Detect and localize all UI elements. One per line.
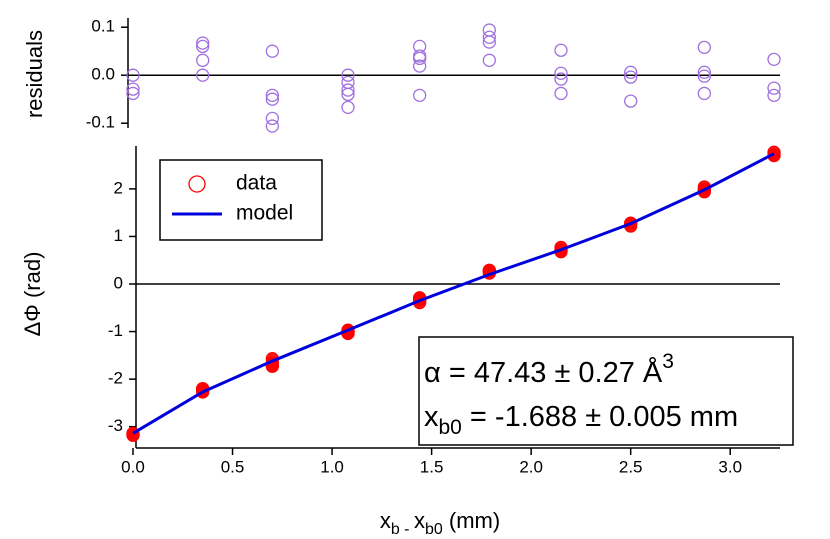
- data-point: [482, 30, 496, 44]
- annotation-part: x: [424, 401, 439, 433]
- legend-label: data: [236, 172, 277, 195]
- data-point: [413, 88, 427, 103]
- legend-box: [159, 159, 323, 241]
- x-axis-label-part: x: [414, 508, 425, 533]
- data-point: [341, 83, 355, 97]
- annotation: α = 47.43 ± 0.27 Å3: [424, 350, 674, 389]
- data-point: [482, 35, 496, 49]
- data-point: [554, 43, 568, 57]
- y-tick-label: 2: [114, 178, 123, 197]
- y-tick-label: 1: [114, 226, 123, 245]
- data-point: [341, 100, 355, 115]
- data-point: [624, 70, 638, 84]
- legend-label: model: [236, 202, 293, 225]
- data-point: [126, 82, 140, 96]
- x-axis-label-part: (mm): [443, 508, 500, 533]
- annotation-part: α = 47.43 ± 0.27 Å: [424, 356, 663, 389]
- annotation-part: = -1.688 ± 0.005 mm: [462, 401, 738, 433]
- data-point: [196, 68, 210, 82]
- y-axis-label: ΔΦ (rad): [20, 252, 45, 337]
- data-point: [767, 88, 781, 103]
- data-point: [196, 36, 210, 50]
- y-tick-label: -2: [108, 369, 123, 388]
- data-point: [482, 23, 496, 37]
- data-point: [413, 59, 427, 73]
- legend-symbol: [188, 175, 206, 193]
- data-point: [126, 68, 140, 82]
- y-tick-label: -1: [108, 321, 123, 340]
- data-point: [697, 40, 711, 55]
- y-tick-label: 0: [114, 273, 123, 292]
- data-point: [265, 92, 280, 106]
- y-tick-label: -3: [108, 416, 123, 435]
- x-tick-label: 2.0: [519, 457, 543, 476]
- data-point: [265, 119, 280, 133]
- data-point: [413, 51, 427, 66]
- data-point: [482, 53, 496, 67]
- data-point: [265, 88, 280, 103]
- data-point: [341, 68, 355, 82]
- x-tick-label: 1.0: [320, 457, 344, 476]
- y-axis-label: residuals: [22, 30, 47, 118]
- x-axis-label-part: x: [380, 508, 391, 533]
- annotation-part: b0: [439, 416, 462, 439]
- annotation: xb0 = -1.688 ± 0.005 mm: [424, 401, 738, 439]
- data-point: [126, 86, 140, 101]
- model-line: [132, 152, 775, 435]
- annotation-box: [418, 336, 794, 446]
- x-tick-label: 3.0: [718, 457, 742, 476]
- data-point: [697, 86, 711, 101]
- x-tick-label: 1.5: [420, 457, 444, 476]
- x-axis-label-part: b -: [391, 521, 414, 538]
- data-point: [196, 39, 210, 54]
- annotation-part: 3: [662, 350, 674, 373]
- x-axis-label-part: b0: [425, 521, 443, 538]
- y-tick-label: 0.0: [91, 65, 115, 84]
- data-point: [554, 86, 568, 101]
- y-tick-label: -0.1: [86, 113, 115, 132]
- x-axis-label: xb - xb0 (mm): [380, 508, 500, 538]
- data-point: [697, 69, 711, 83]
- data-point: [767, 81, 781, 95]
- data-point: [341, 87, 355, 102]
- data-point: [554, 72, 568, 86]
- data-point: [265, 111, 280, 126]
- data-point: [624, 65, 638, 79]
- x-tick-label: 0.0: [121, 457, 145, 476]
- x-tick-label: 2.5: [619, 457, 643, 476]
- data-point: [697, 65, 711, 79]
- data-point: [767, 52, 781, 67]
- data-point: [196, 53, 210, 67]
- data-point: [624, 94, 638, 108]
- data-point: [265, 44, 280, 58]
- y-tick-label: 0.1: [91, 17, 115, 36]
- x-tick-label: 0.5: [221, 457, 245, 476]
- data-point: [554, 66, 568, 80]
